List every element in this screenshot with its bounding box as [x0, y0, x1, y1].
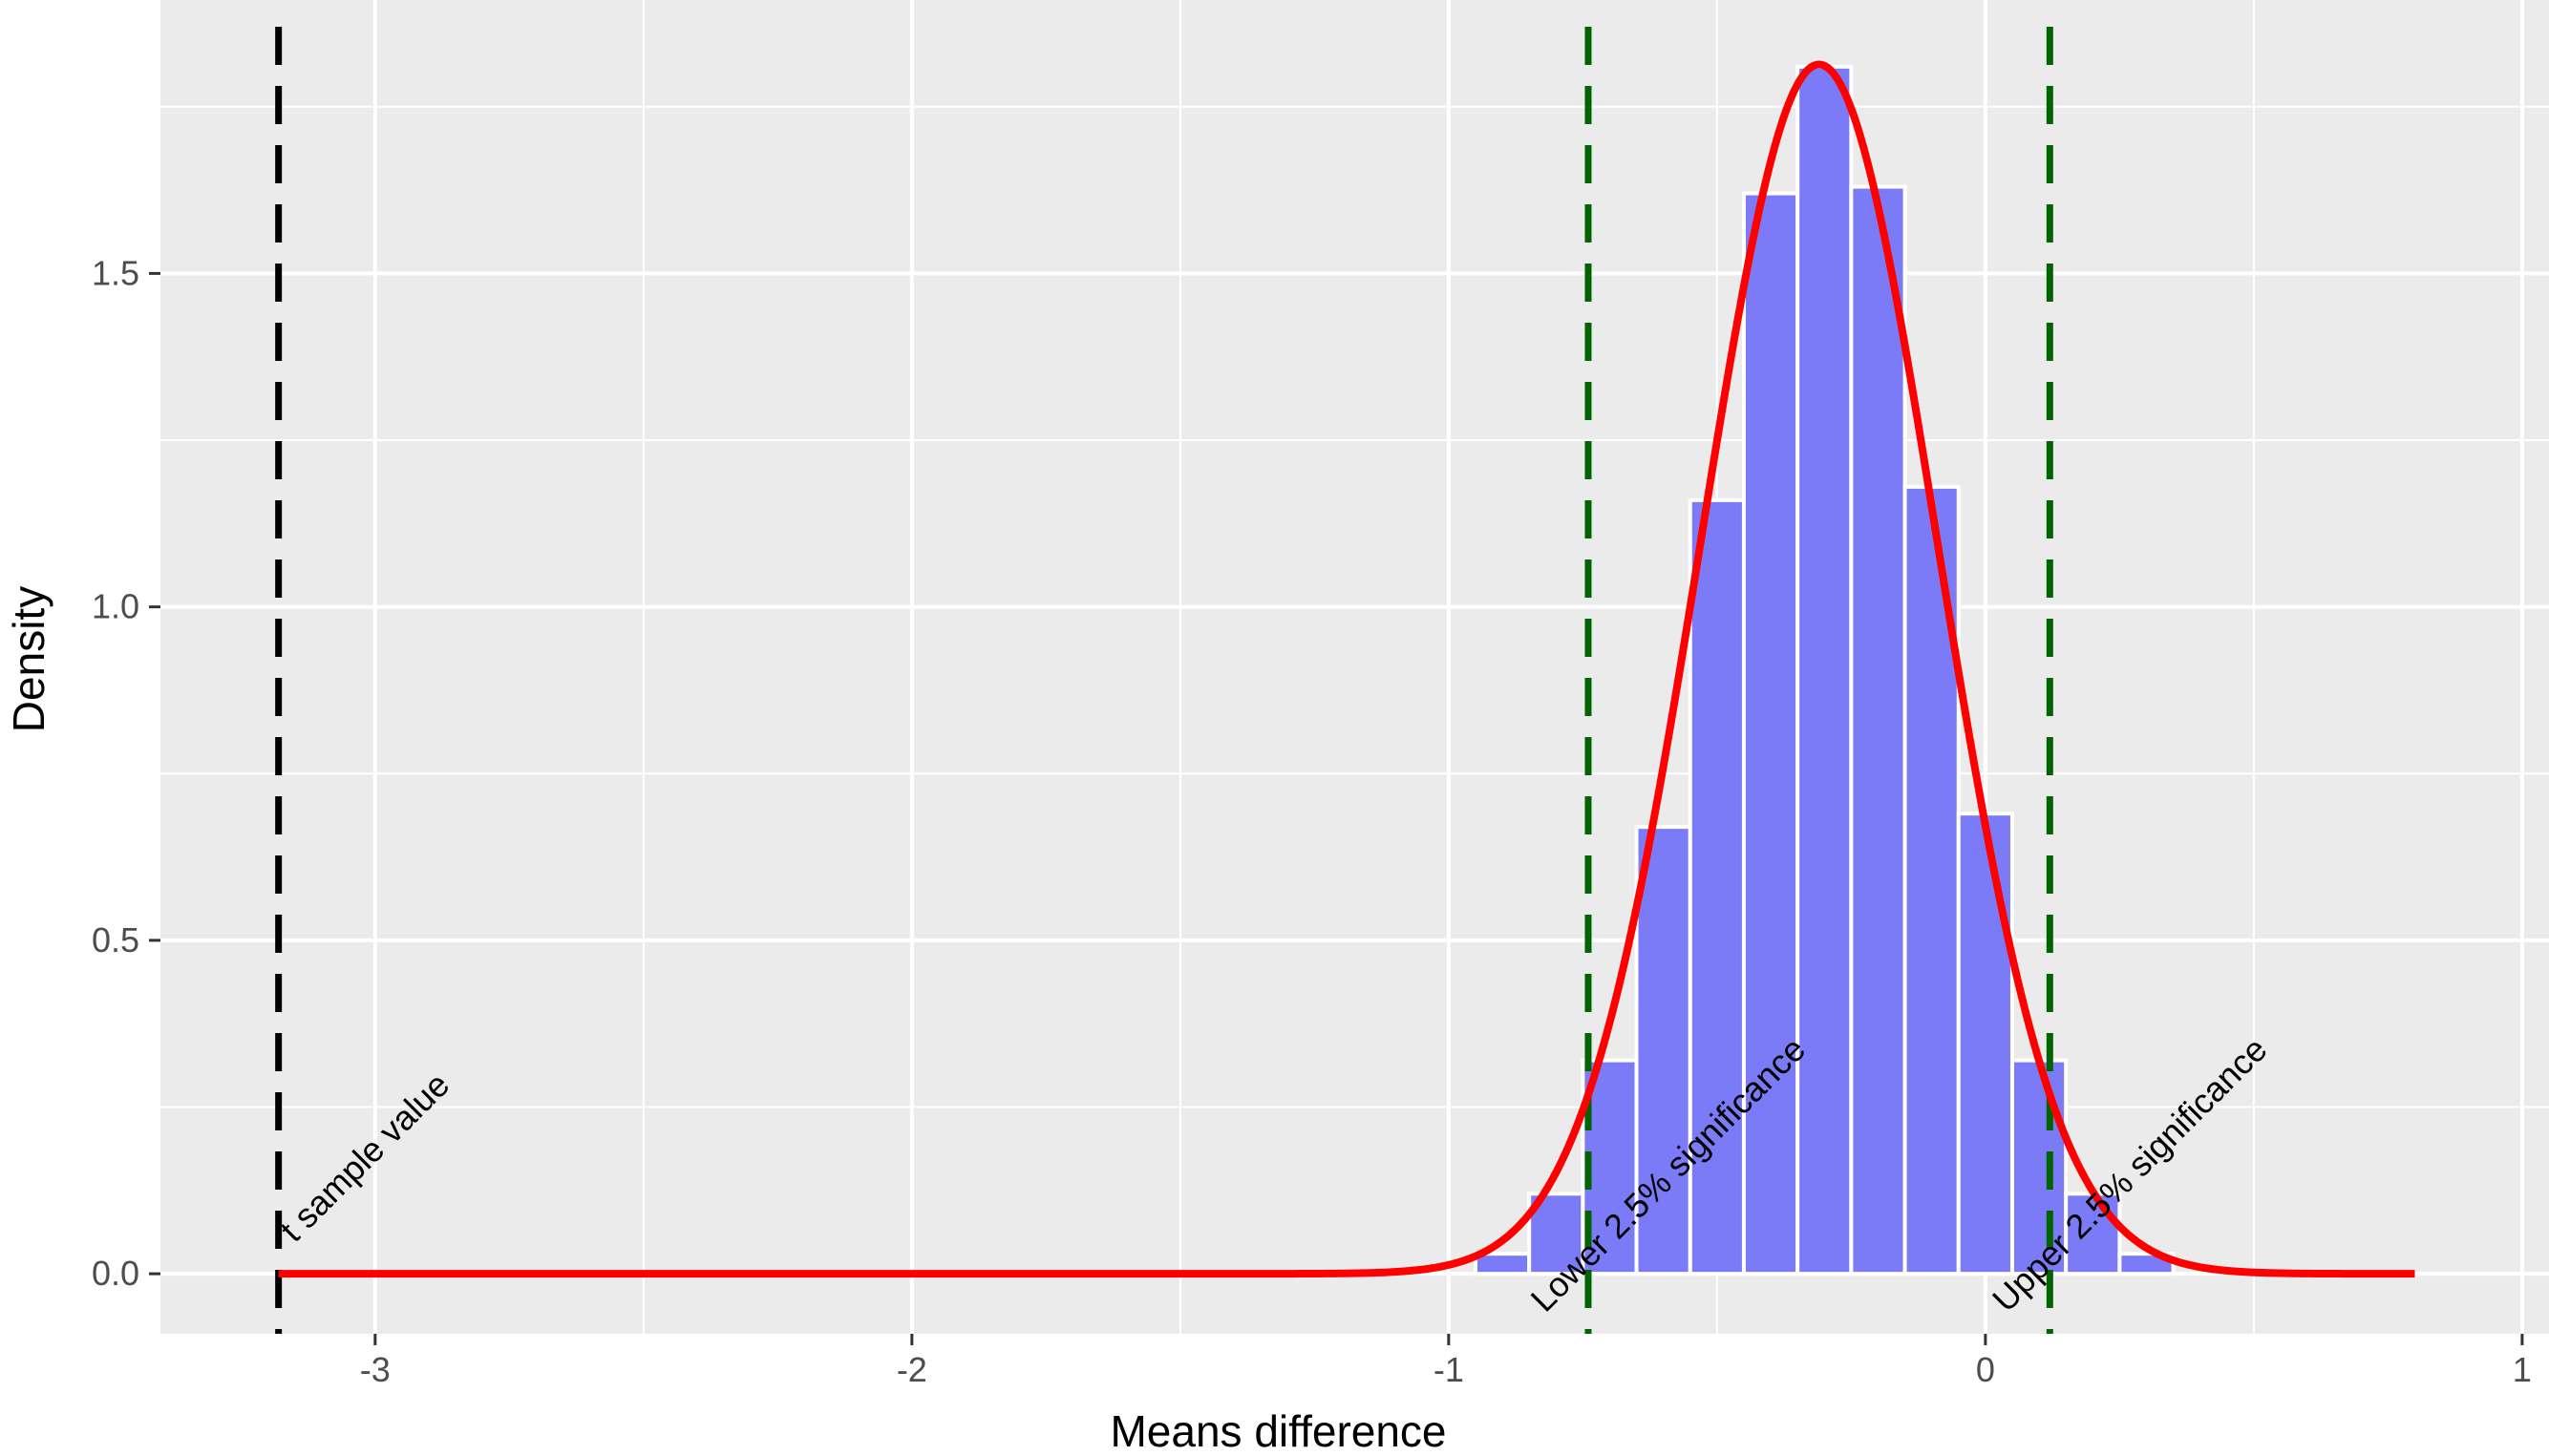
x-tick-label: 1 [2513, 1350, 2532, 1389]
reference-lines [275, 27, 2053, 1334]
histogram-bar [1473, 1252, 1532, 1277]
histogram-bar [1795, 64, 1854, 1277]
histogram-bar [2009, 1058, 2069, 1277]
histogram-bar [1849, 184, 1907, 1277]
y-tick-label: 1.0 [92, 587, 139, 626]
x-tick-label: 0 [1976, 1350, 1995, 1389]
x-tick-label: -3 [360, 1350, 391, 1389]
histogram-bar [1688, 497, 1746, 1277]
x-axis-ticks: -3 -2 -1 0 1 [360, 1334, 2532, 1389]
histogram-bar [1634, 825, 1692, 1277]
y-axis-ticks: 0.0 0.5 1.0 1.5 [92, 253, 160, 1293]
x-tick-label: -1 [1434, 1350, 1464, 1389]
y-tick-label: 1.5 [92, 253, 139, 292]
histogram-bar [1741, 191, 1800, 1277]
x-axis-title: Means difference [1110, 1406, 1446, 1456]
y-tick-label: 0.0 [92, 1254, 139, 1293]
y-tick-label: 0.5 [92, 920, 139, 960]
plot-panel [160, 0, 2549, 1334]
y-axis-title: Density [4, 586, 53, 732]
density-curve [277, 60, 2416, 1278]
histogram-bar [1956, 812, 2014, 1277]
histogram-bars [1473, 64, 2176, 1277]
normal-density-line [277, 60, 2416, 1278]
x-tick-label: -2 [897, 1350, 927, 1389]
